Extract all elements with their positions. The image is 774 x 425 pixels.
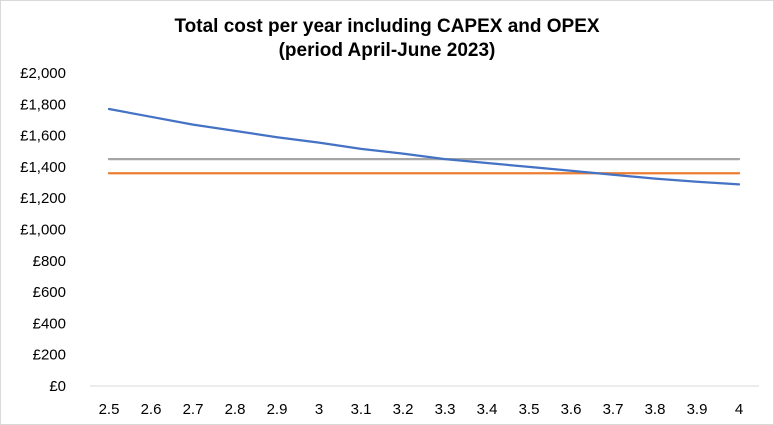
x-tick-label: 3.9: [687, 401, 708, 418]
y-tick-label: £0: [49, 378, 66, 395]
x-tick-label: 3: [315, 401, 323, 418]
x-tick-label: 2.7: [183, 401, 204, 418]
y-tick-label: £400: [33, 315, 66, 332]
y-axis-tick-labels: £0 £200 £400 £600 £800 £1,000 £1,200 £1,400 £1,6…: [20, 65, 66, 395]
x-tick-label: 2.5: [99, 401, 120, 418]
chart-title: Total cost per year including CAPEX and …: [174, 16, 600, 37]
y-tick-label: £1,600: [20, 128, 66, 145]
x-tick-label: 3.7: [603, 401, 624, 418]
y-tick-label: £1,800: [20, 96, 66, 113]
series-layer: [107, 107, 741, 186]
x-tick-label: 3.4: [477, 401, 498, 418]
x-tick-label: 3.2: [393, 401, 414, 418]
x-tick-label: 3.3: [435, 401, 456, 418]
y-tick-label: £1,000: [20, 222, 66, 239]
y-tick-label: £2,000: [20, 65, 66, 82]
x-tick-label: 3.1: [351, 401, 372, 418]
x-tick-label: 2.9: [267, 401, 288, 418]
x-axis-tick-labels: 2.5 2.6 2.7 2.8 2.9 3 3.1 3.2 3.3 3.4 3.5 3.6 3.7 3.8…: [99, 401, 744, 418]
x-tick-label: 3.8: [645, 401, 666, 418]
x-tick-label: 2.8: [225, 401, 246, 418]
y-tick-label: £800: [33, 253, 66, 270]
y-tick-label: £1,400: [20, 159, 66, 176]
x-tick-label: 2.6: [141, 401, 162, 418]
chart-subtitle: (period April-June 2023): [278, 40, 496, 61]
y-tick-label: £1,200: [20, 190, 66, 207]
chart-title-block: Total cost per year including CAPEX and …: [0, 15, 774, 63]
y-tick-label: £200: [33, 347, 66, 364]
x-tick-label: 3.6: [561, 401, 582, 418]
x-tick-label: 4: [735, 401, 743, 418]
y-tick-label: £600: [33, 284, 66, 301]
x-tick-label: 3.5: [519, 401, 540, 418]
series-line-1: [107, 107, 741, 186]
